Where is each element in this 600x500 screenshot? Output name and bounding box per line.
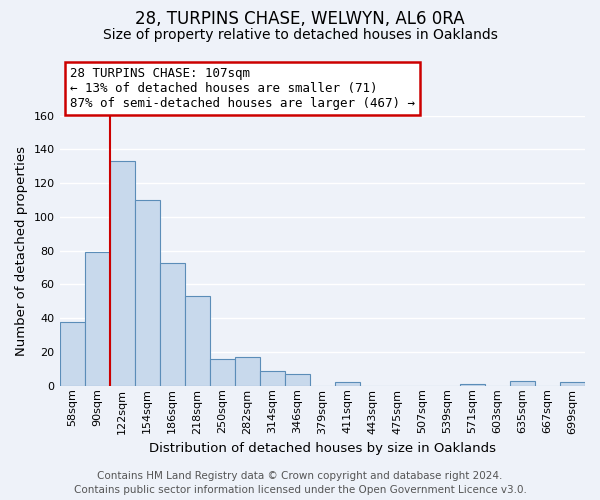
Bar — [460, 384, 485, 386]
Bar — [134, 200, 160, 386]
Bar — [285, 374, 310, 386]
Bar — [235, 357, 260, 386]
Text: Size of property relative to detached houses in Oaklands: Size of property relative to detached ho… — [103, 28, 497, 42]
Y-axis label: Number of detached properties: Number of detached properties — [15, 146, 28, 356]
Bar — [510, 380, 535, 386]
Bar — [59, 322, 85, 386]
Bar — [110, 162, 134, 386]
X-axis label: Distribution of detached houses by size in Oaklands: Distribution of detached houses by size … — [149, 442, 496, 455]
Bar — [260, 370, 285, 386]
Bar — [209, 359, 235, 386]
Bar — [560, 382, 585, 386]
Text: Contains HM Land Registry data © Crown copyright and database right 2024.
Contai: Contains HM Land Registry data © Crown c… — [74, 471, 526, 495]
Bar — [85, 252, 110, 386]
Text: 28 TURPINS CHASE: 107sqm
← 13% of detached houses are smaller (71)
87% of semi-d: 28 TURPINS CHASE: 107sqm ← 13% of detach… — [70, 68, 415, 110]
Text: 28, TURPINS CHASE, WELWYN, AL6 0RA: 28, TURPINS CHASE, WELWYN, AL6 0RA — [135, 10, 465, 28]
Bar — [160, 262, 185, 386]
Bar — [185, 296, 209, 386]
Bar — [335, 382, 360, 386]
